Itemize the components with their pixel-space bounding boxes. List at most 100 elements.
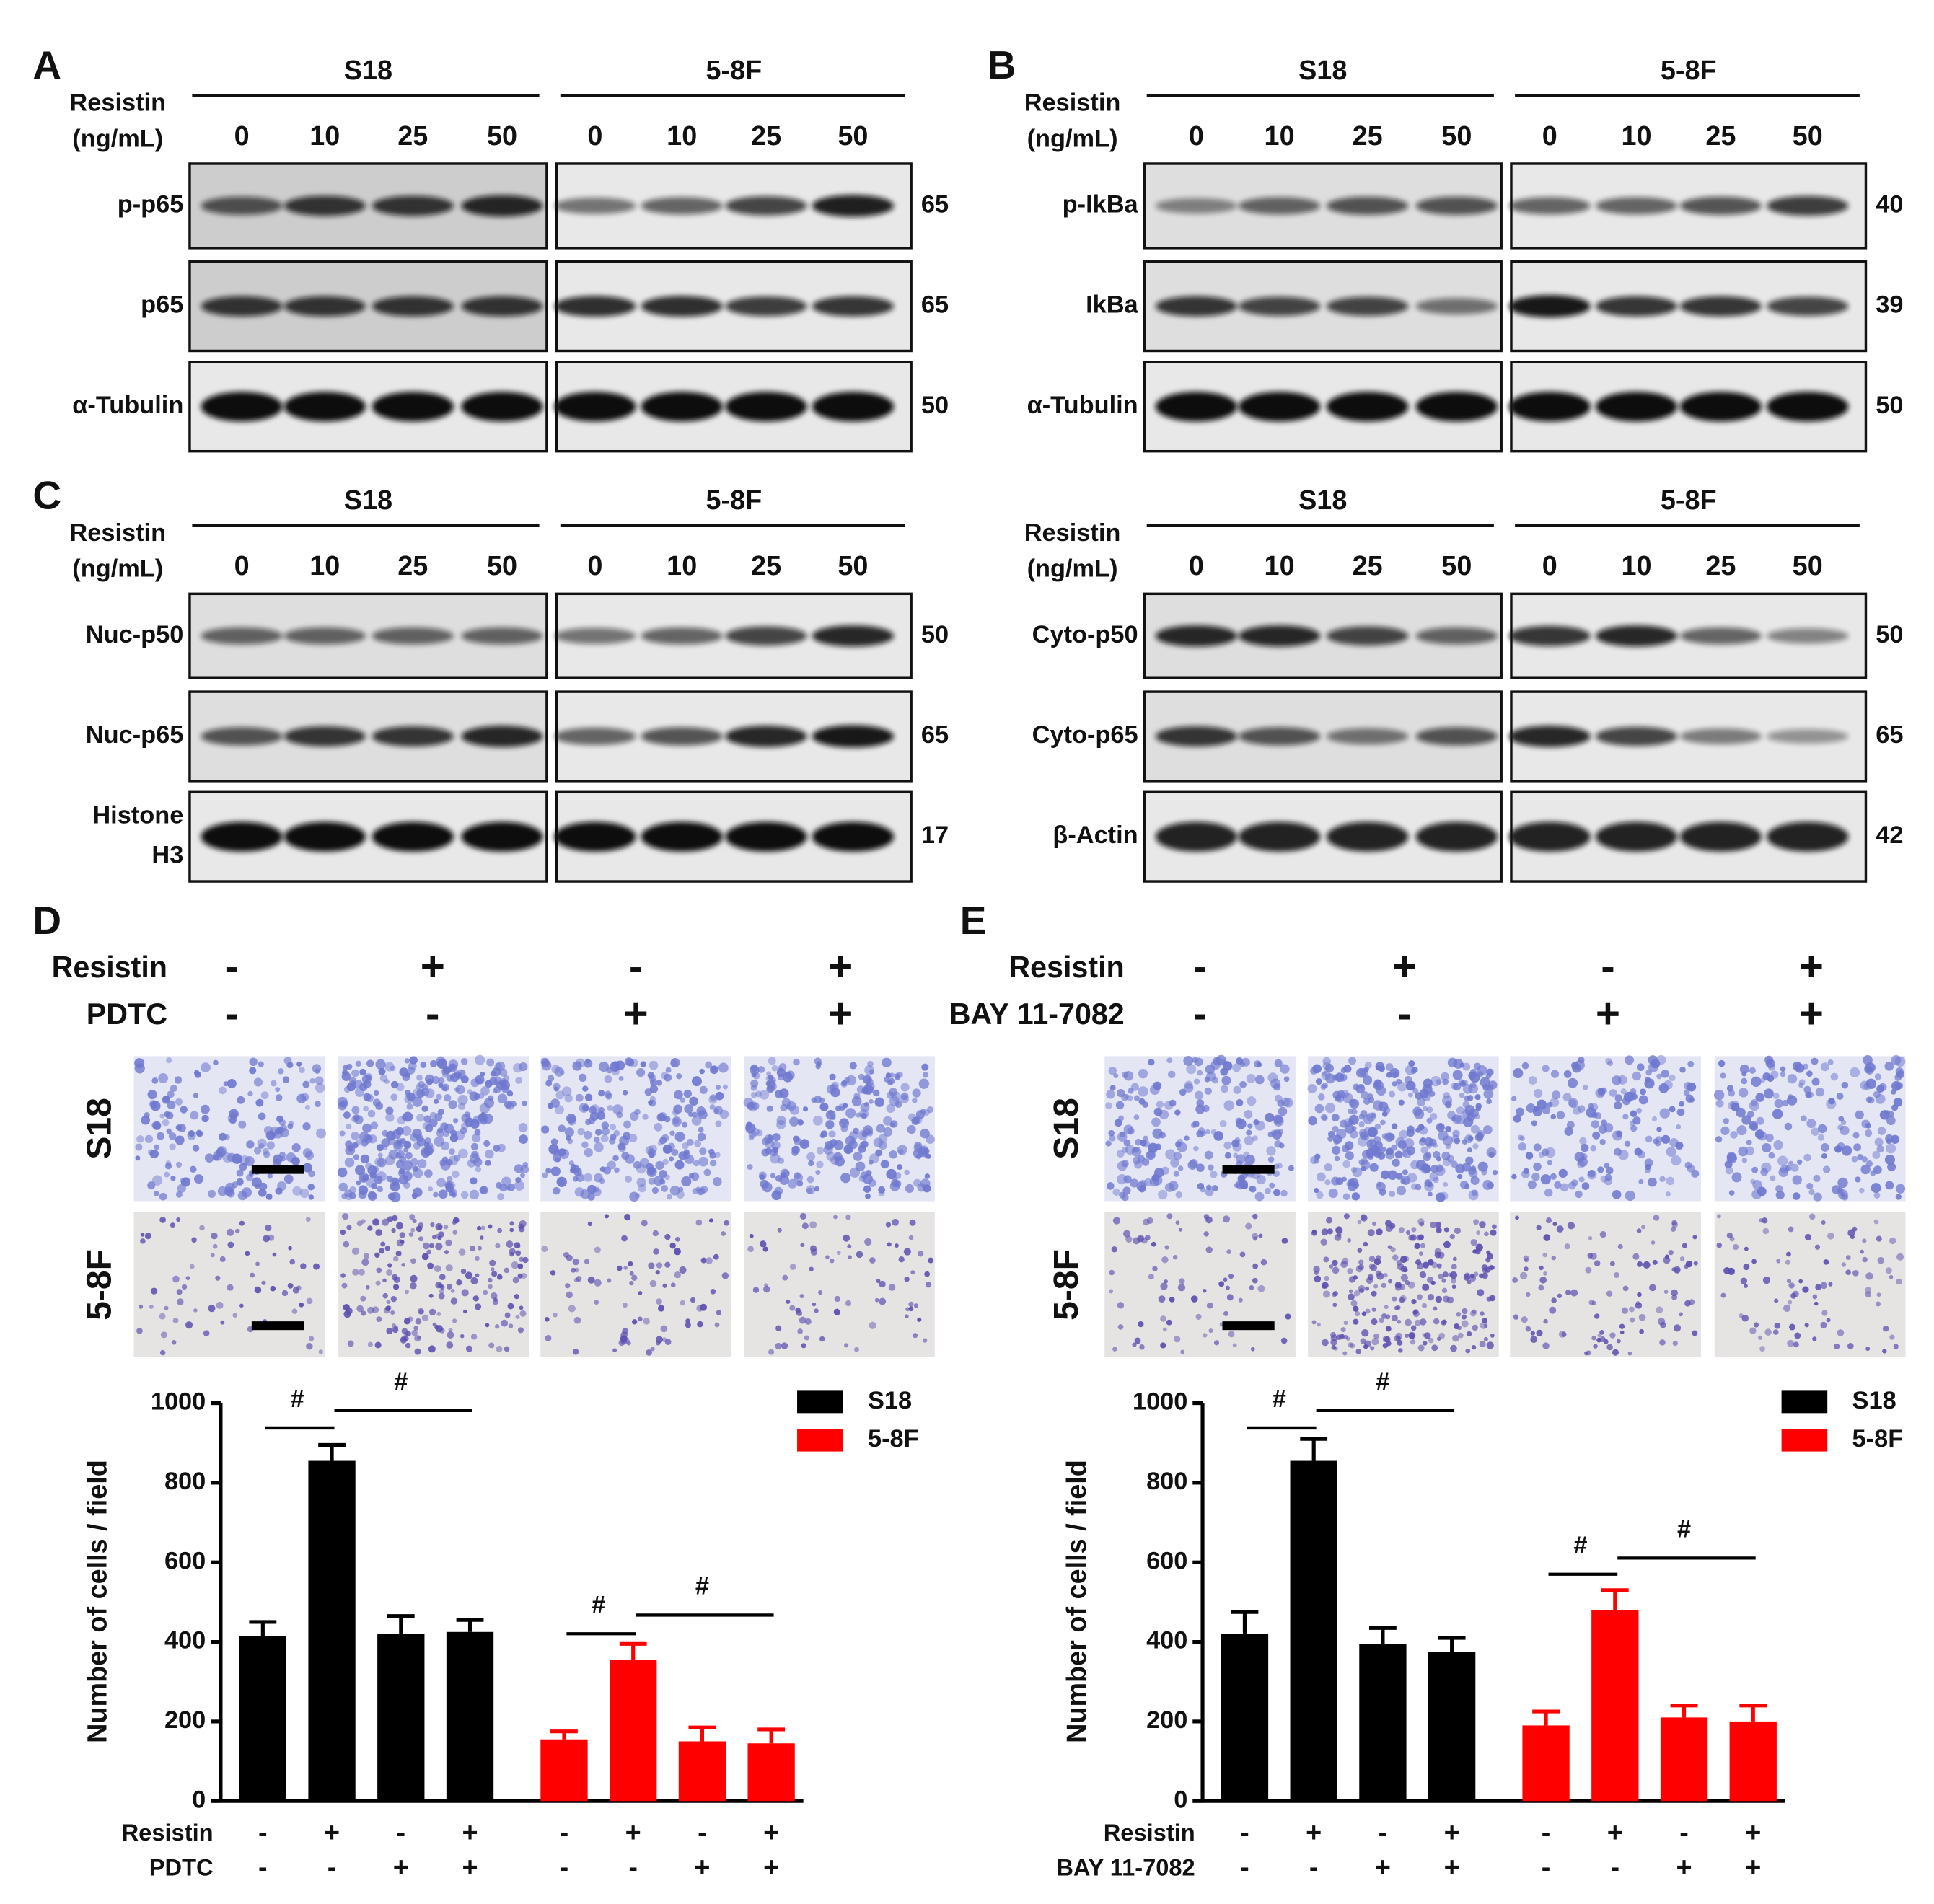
cell <box>1315 1078 1323 1085</box>
cell <box>848 1255 852 1260</box>
cell <box>1450 1344 1457 1352</box>
cell <box>1473 1271 1479 1277</box>
cell <box>1358 1121 1365 1128</box>
cell <box>749 1233 754 1238</box>
cell <box>664 1339 672 1346</box>
cell <box>924 1271 931 1277</box>
cell <box>1676 1108 1685 1116</box>
cell <box>833 1152 843 1161</box>
cell <box>1894 1056 1906 1067</box>
cell <box>1320 1238 1327 1246</box>
cell <box>691 1076 702 1087</box>
cell <box>1117 1324 1124 1330</box>
cell <box>1436 1263 1442 1269</box>
cell <box>282 1076 290 1083</box>
cell <box>509 1221 514 1226</box>
cell <box>1524 1257 1529 1263</box>
cell <box>497 1228 503 1233</box>
cell <box>379 1248 385 1254</box>
cell <box>1744 1284 1748 1288</box>
cell <box>1567 1222 1575 1230</box>
cell <box>260 1091 269 1100</box>
dose-label: 0 <box>587 551 602 581</box>
cell <box>1625 1190 1635 1202</box>
cell <box>721 1231 726 1236</box>
cell <box>187 1131 196 1140</box>
condition-sign: + <box>763 1853 779 1883</box>
cell <box>1455 1163 1465 1173</box>
cell <box>192 1145 200 1152</box>
cell <box>659 1137 667 1145</box>
condition-sign: + <box>694 1853 710 1883</box>
cell <box>170 1085 177 1093</box>
cell <box>1665 1191 1671 1197</box>
cell <box>1527 1180 1537 1189</box>
band <box>1238 727 1321 746</box>
cell <box>164 1305 169 1310</box>
cell <box>593 1136 600 1143</box>
cell <box>518 1226 525 1233</box>
dose-label: 25 <box>397 551 428 581</box>
condition-sign: + <box>421 943 445 990</box>
cell <box>1329 1264 1334 1269</box>
cell <box>1594 1260 1601 1267</box>
condition-sign: + <box>1596 990 1620 1037</box>
band <box>283 392 366 422</box>
cell <box>296 1093 307 1103</box>
cell <box>1479 1341 1486 1348</box>
cell <box>384 1079 390 1085</box>
cell <box>1353 1318 1359 1325</box>
cell <box>655 1160 664 1171</box>
cell <box>430 1222 435 1228</box>
cell <box>1808 1213 1816 1220</box>
cell <box>433 1191 439 1198</box>
cell <box>1749 1122 1759 1132</box>
cell <box>289 1259 296 1265</box>
cell <box>428 1308 436 1315</box>
cell <box>424 1169 433 1178</box>
cell <box>880 1160 889 1169</box>
cell <box>1250 1347 1255 1352</box>
cell <box>1793 1341 1799 1348</box>
band <box>1415 392 1498 422</box>
cell <box>351 1247 360 1255</box>
cell <box>604 1090 612 1098</box>
cell <box>1127 1095 1133 1101</box>
cell <box>1533 1143 1542 1152</box>
cell <box>1358 1159 1365 1165</box>
cell <box>1465 1348 1471 1354</box>
cell <box>641 1220 648 1227</box>
cell <box>385 1113 395 1122</box>
cell <box>492 1299 498 1305</box>
cell <box>1221 1075 1231 1085</box>
cell <box>775 1342 782 1349</box>
cell <box>1857 1154 1863 1160</box>
cell <box>607 1278 612 1283</box>
cell <box>460 1191 469 1199</box>
cell <box>1454 1227 1461 1234</box>
cell <box>367 1191 377 1200</box>
cell <box>1173 1171 1180 1177</box>
cell <box>257 1138 267 1148</box>
cell <box>511 1261 519 1269</box>
cell <box>286 1152 296 1163</box>
cell <box>1392 1296 1397 1302</box>
cell <box>1133 1114 1140 1120</box>
cell <box>1373 1333 1379 1339</box>
cell <box>685 1322 691 1328</box>
cell <box>452 1318 457 1323</box>
cell <box>1480 1311 1485 1316</box>
cell <box>422 1242 430 1250</box>
cell <box>267 1173 273 1179</box>
cell <box>425 1124 434 1133</box>
cell <box>1332 1259 1338 1266</box>
cell <box>134 1058 145 1069</box>
cell <box>1474 1248 1481 1255</box>
panel-letter: B <box>988 43 1016 87</box>
cell <box>629 1271 634 1276</box>
cell <box>1178 1228 1183 1232</box>
cell <box>715 1091 724 1101</box>
cell <box>853 1151 863 1161</box>
cell <box>1558 1168 1568 1178</box>
cell <box>1395 1137 1405 1147</box>
